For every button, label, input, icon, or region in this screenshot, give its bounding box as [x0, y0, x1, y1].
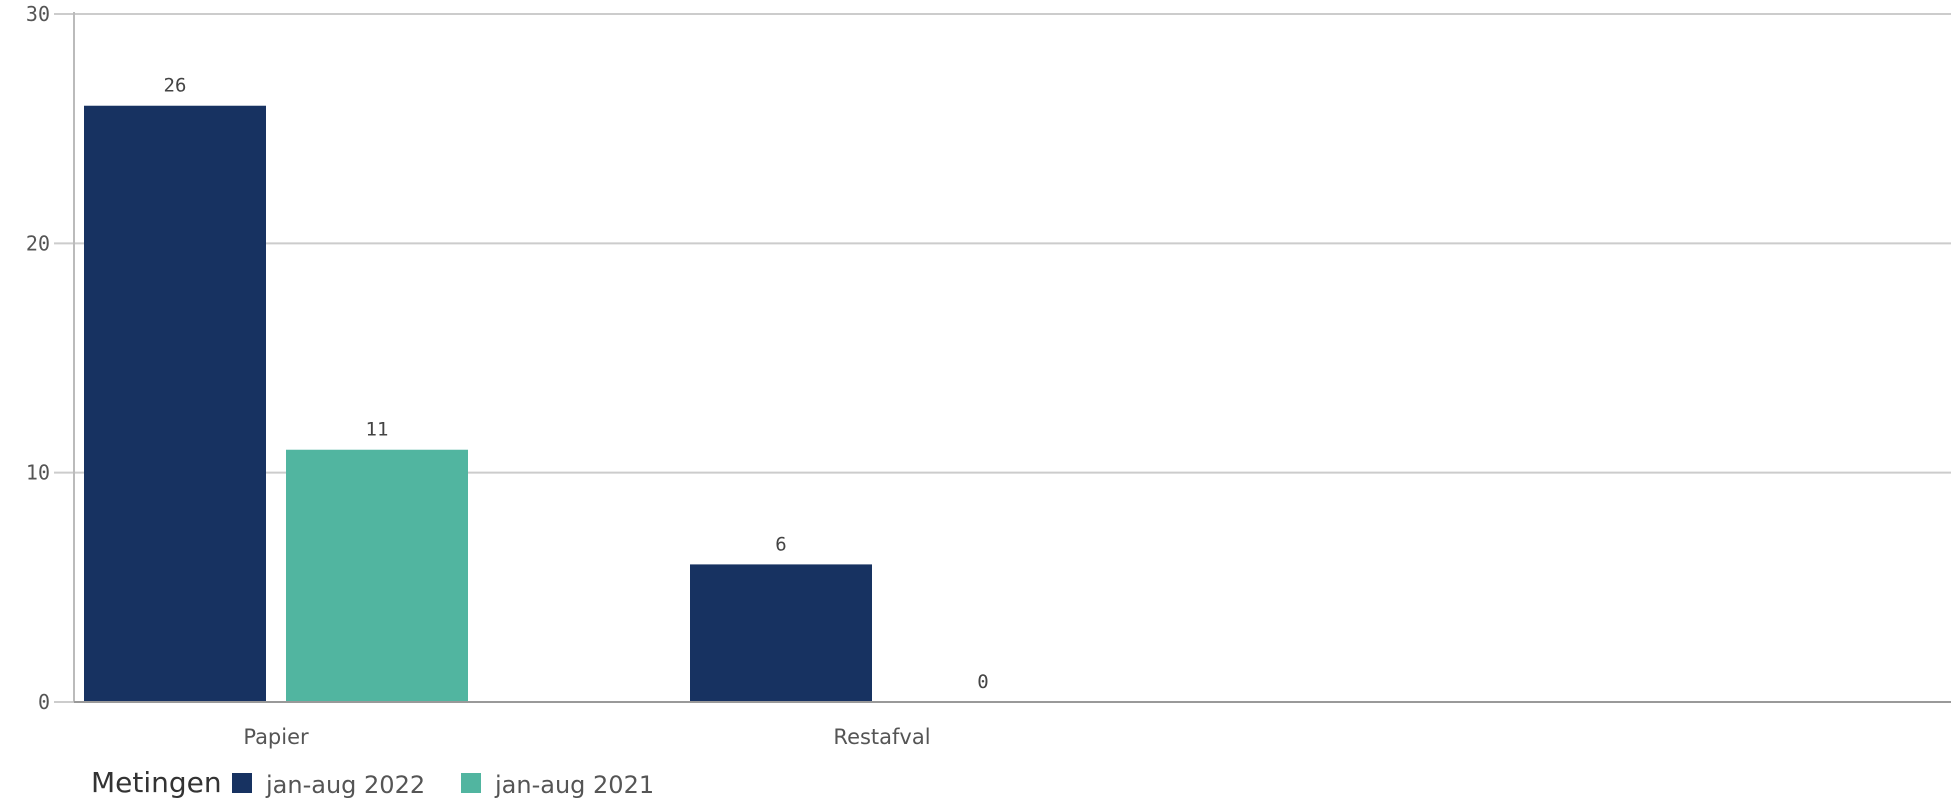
category-label: Restafval [833, 725, 930, 749]
bar [286, 449, 468, 702]
data-label: 11 [366, 419, 389, 441]
y-tick-label: 10 [26, 461, 50, 485]
y-tick-label: 20 [26, 231, 50, 255]
legend-item-label: jan-aug 2021 [494, 771, 654, 799]
bar [84, 105, 266, 702]
y-tick-label: 0 [38, 690, 50, 714]
bar [690, 564, 872, 702]
y-tick-label: 30 [26, 2, 50, 26]
legend-swatch [461, 773, 481, 793]
data-label: 26 [164, 75, 187, 97]
data-label: 0 [977, 671, 988, 693]
legend-swatch [232, 773, 252, 793]
legend-item-label: jan-aug 2022 [265, 771, 425, 799]
legend-title: Metingen [91, 766, 222, 799]
category-label: Papier [243, 725, 309, 749]
data-label: 6 [775, 533, 786, 555]
